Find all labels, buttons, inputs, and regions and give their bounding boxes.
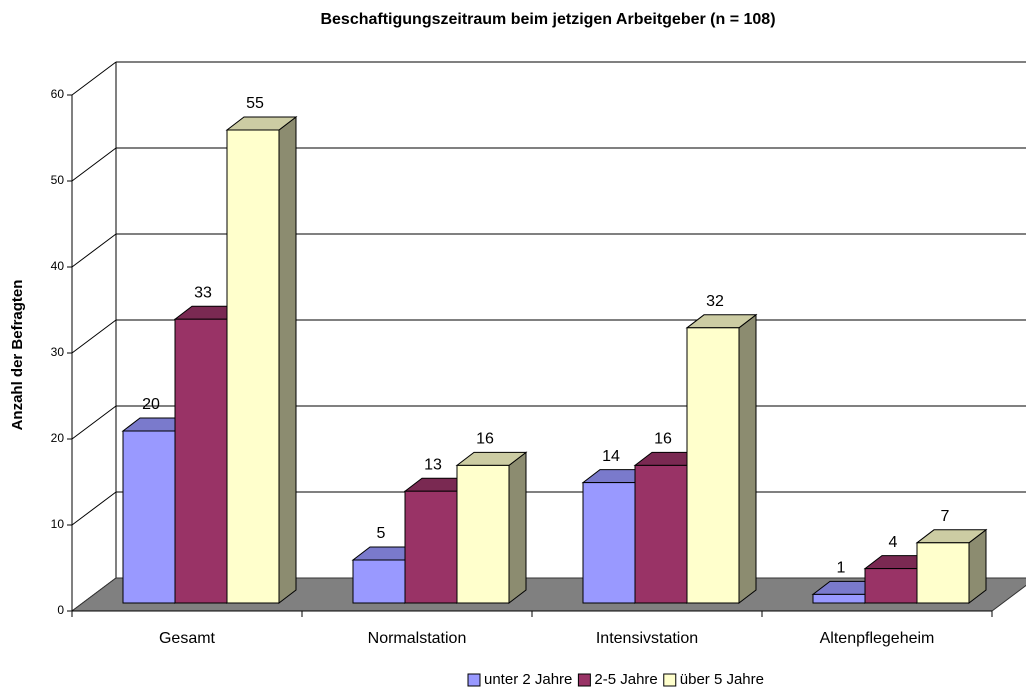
- side-grid-line: [71, 147, 117, 182]
- bar: [685, 313, 758, 605]
- value-label: 32: [706, 293, 724, 310]
- x-tick-label: Altenpflegeheim: [820, 630, 935, 647]
- value-label: 55: [246, 95, 264, 112]
- value-label: 1: [837, 560, 846, 577]
- bar-side: [278, 115, 297, 605]
- x-tick-label: Gesamt: [159, 630, 216, 647]
- x-tick-label: Intensivstation: [596, 630, 698, 647]
- value-label: 5: [377, 525, 386, 542]
- legend-label: über 5 Jahre: [680, 671, 764, 688]
- bar: [455, 451, 528, 605]
- value-label: 7: [941, 508, 950, 525]
- bar-front: [864, 568, 918, 604]
- value-label: 33: [194, 284, 212, 301]
- value-label: 14: [602, 448, 620, 465]
- bar-front: [456, 464, 510, 604]
- value-label: 16: [476, 431, 494, 448]
- bar-side: [738, 313, 757, 605]
- bar-front: [812, 593, 866, 604]
- value-label: 16: [654, 431, 672, 448]
- bar-front: [686, 327, 740, 604]
- bar-side: [508, 451, 527, 605]
- legend-label: unter 2 Jahre: [484, 671, 572, 688]
- legend-label: 2-5 Jahre: [594, 671, 657, 688]
- y-tick-label: 50: [51, 173, 65, 187]
- y-tick-label: 10: [51, 517, 65, 531]
- bar-front: [352, 559, 406, 604]
- bar-front: [916, 542, 970, 604]
- side-grid-line: [71, 233, 117, 268]
- legend-swatch: [577, 673, 591, 687]
- side-grid-line: [71, 319, 117, 354]
- bar: [225, 115, 298, 605]
- bar-front: [122, 430, 176, 604]
- y-tick-label: 0: [57, 603, 64, 617]
- legend-swatch: [663, 673, 677, 687]
- bar-front: [634, 464, 688, 604]
- y-tick-label: 40: [51, 259, 65, 273]
- y-tick-label: 20: [51, 431, 65, 445]
- legend-swatch: [467, 673, 481, 687]
- bar: [915, 528, 988, 605]
- y-axis-label: Anzahl der Befragten: [9, 280, 26, 431]
- bar-front: [226, 129, 280, 604]
- y-tick-label: 30: [51, 345, 65, 359]
- side-grid-line: [71, 491, 117, 526]
- value-label: 13: [424, 456, 442, 473]
- value-label: 20: [142, 396, 160, 413]
- side-grid-line: [71, 61, 117, 96]
- bar-front: [174, 318, 228, 604]
- value-label: 4: [889, 534, 898, 551]
- bar-front: [404, 490, 458, 604]
- x-tick-label: Normalstation: [368, 630, 467, 647]
- chart-title: Beschaftigungszeitraum beim jetzigen Arb…: [320, 11, 775, 28]
- y-tick-label: 60: [51, 87, 65, 101]
- side-grid-line: [71, 405, 117, 440]
- bar-front: [582, 482, 636, 604]
